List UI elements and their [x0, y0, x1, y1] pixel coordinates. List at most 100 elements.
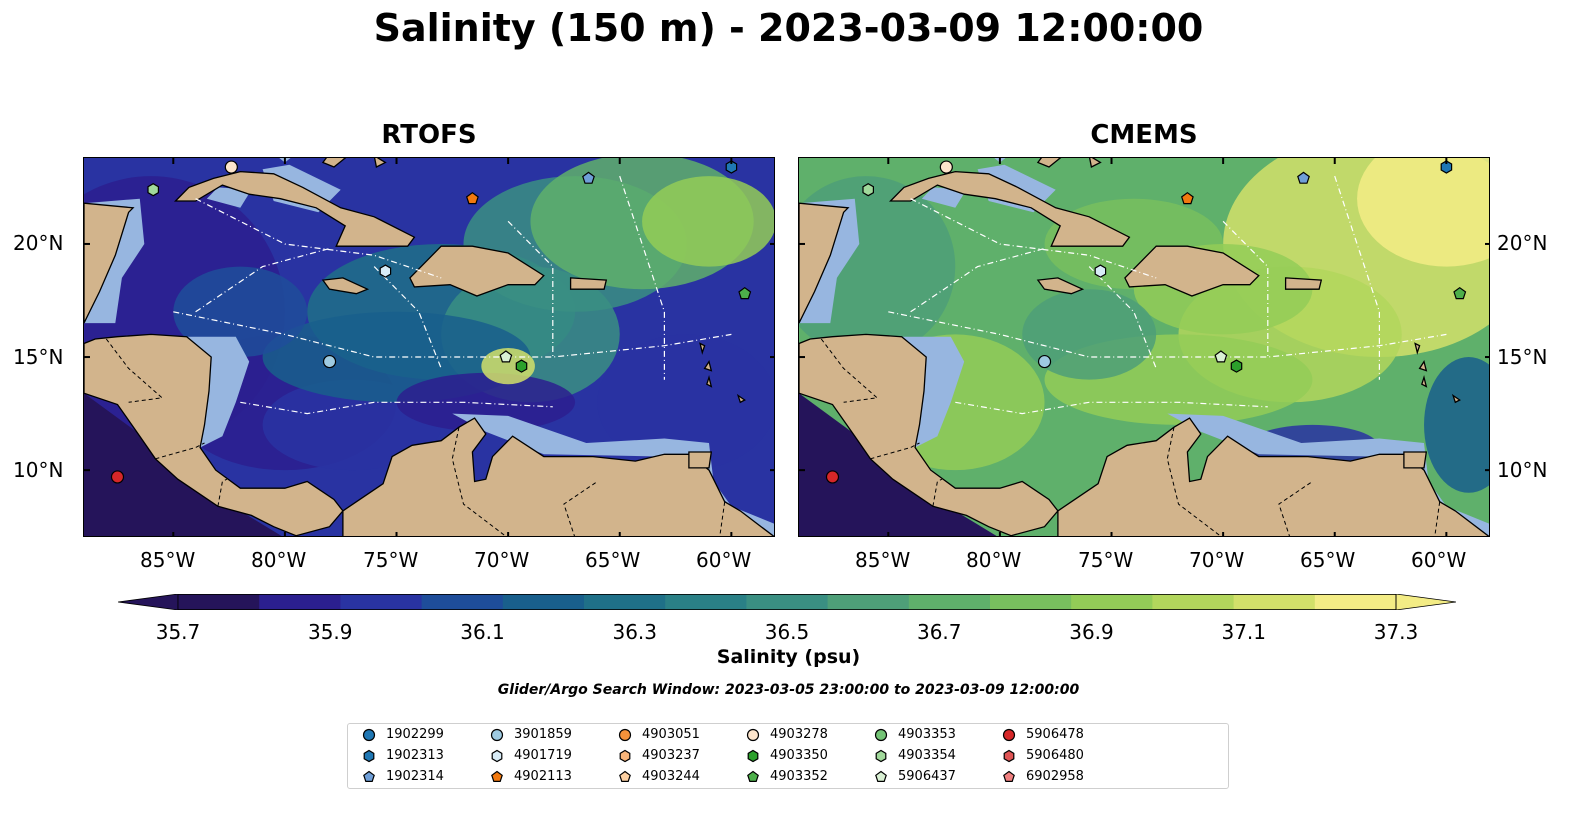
colorbar-tick-label: 36.7 [916, 620, 962, 644]
land-mass [1418, 359, 1428, 372]
country-border [563, 481, 598, 536]
legend-label: 1902314 [386, 769, 444, 784]
salinity-patch [597, 334, 774, 471]
salinity-patch [396, 372, 576, 432]
lon-tick-label: 60°W [696, 548, 752, 572]
legend-label: 5906478 [1026, 727, 1084, 742]
colorbar-tick-label: 37.3 [1373, 620, 1419, 644]
country-border [719, 501, 726, 534]
land-mass [1403, 451, 1428, 469]
lon-tick-label: 80°W [251, 548, 307, 572]
colorbar-bin [421, 594, 504, 610]
legend-label: 4903350 [770, 748, 828, 763]
legend-marker-icon [875, 770, 887, 782]
legend-marker-5906478 [1002, 728, 1016, 741]
land-mass [888, 170, 1131, 247]
shallow-shelf [186, 336, 250, 448]
legend-marker-3901859 [490, 728, 504, 741]
colorbar-tick-label: 36.1 [460, 620, 505, 644]
legend-marker-1902299 [362, 728, 376, 741]
land-mass [699, 342, 706, 355]
legend-entry: 4903353 [874, 727, 956, 742]
legend-label: 3901859 [514, 727, 572, 742]
colorbar-bin [1233, 594, 1316, 610]
float-legend: 1902299 1902313 1902314 3901859 4901719 49021… [347, 723, 1229, 789]
legend-marker-icon [1002, 728, 1016, 741]
colorbar-bin [1152, 594, 1235, 610]
legend-entry: 4902113 [490, 769, 572, 784]
float-marker-3901859 [322, 354, 337, 369]
legend-marker-icon [747, 749, 759, 762]
legend-marker-4902113 [491, 770, 503, 782]
salinity-patch [642, 176, 774, 267]
legend-entry: 4903354 [874, 748, 956, 763]
legend-marker-icon [747, 770, 759, 782]
shallow-shelf [206, 187, 252, 208]
legend-marker-4903237 [619, 749, 631, 762]
legend-marker-icon [1003, 770, 1015, 782]
legend-marker-5906437 [875, 770, 887, 782]
land-mass [799, 333, 1059, 536]
legend-entry: 4903278 [746, 727, 828, 742]
lon-tick-label: 75°W [1078, 548, 1134, 572]
legend-marker-4903278 [746, 728, 760, 741]
colorbar-tick-label: 37.1 [1221, 620, 1267, 644]
legend-entry: 4903244 [618, 769, 700, 784]
eez-boundary [195, 247, 330, 313]
legend-label: 6902958 [1026, 769, 1084, 784]
float-marker-4903354 [147, 183, 160, 197]
colorbar-tick-label: 36.9 [1069, 620, 1114, 644]
float-marker-4903278 [224, 160, 238, 174]
eez-boundary [955, 401, 1268, 415]
float-marker-1902313 [1440, 160, 1453, 174]
colorbar-bin [259, 594, 341, 610]
lon-tick-label: 70°W [474, 548, 530, 572]
legend-entry: 1902314 [362, 769, 444, 784]
land-mass [373, 158, 387, 168]
land-mass [321, 277, 370, 295]
eez-boundary [195, 198, 442, 279]
country-border [217, 478, 228, 507]
legend-entry: 5906437 [874, 769, 956, 784]
colorbar [118, 594, 1456, 610]
colorbar-tick-label: 36.5 [764, 620, 810, 644]
colorbar-extend-high [1395, 594, 1456, 610]
lat-tick-label: 10°N [13, 458, 64, 482]
land-mass [706, 375, 713, 388]
colorbar-bin [1314, 594, 1397, 610]
eez-boundary [173, 311, 732, 358]
colorbar-bin [908, 594, 991, 610]
float-marker-4903350 [1230, 359, 1243, 373]
float-marker-4903350 [515, 359, 528, 373]
legend-entry: 5906480 [1002, 748, 1084, 763]
figure-title: Salinity (150 m) - 2023-03-09 12:00:00 [373, 6, 1204, 50]
land-mass [736, 393, 746, 404]
legend-marker-icon [363, 770, 375, 782]
land-mass [409, 245, 545, 297]
shallow-shelf [921, 187, 967, 208]
lon-tick-label: 60°W [1411, 548, 1467, 572]
eez-boundary [910, 198, 1157, 279]
legend-marker-icon [362, 728, 376, 741]
legend-label: 4903352 [770, 769, 828, 784]
lat-tick-label: 15°N [1497, 345, 1548, 369]
search-window-text: Glider/Argo Search Window: 2023-03-05 23… [497, 682, 1080, 698]
colorbar-tick-label: 35.7 [155, 620, 201, 644]
legend-entry: 1902313 [362, 748, 444, 763]
float-marker-5906437 [499, 350, 513, 363]
land-mass [1124, 245, 1260, 297]
land-mass [688, 451, 713, 469]
float-marker-4903352 [738, 286, 752, 300]
float-marker-4902113 [465, 191, 479, 205]
legend-marker-icon [746, 728, 760, 741]
country-border [105, 338, 164, 403]
legend-marker-icon [491, 770, 503, 782]
float-marker-3901859 [1037, 354, 1052, 369]
shallow-shelf [1167, 413, 1489, 536]
colorbar-tick-label: 36.3 [612, 620, 658, 644]
map-panel-cmems [798, 157, 1490, 537]
colorbar-tick-label: 35.9 [307, 620, 353, 644]
colorbar-bin [827, 594, 910, 610]
legend-marker-icon [491, 749, 503, 762]
float-marker-1902314 [1297, 171, 1310, 184]
